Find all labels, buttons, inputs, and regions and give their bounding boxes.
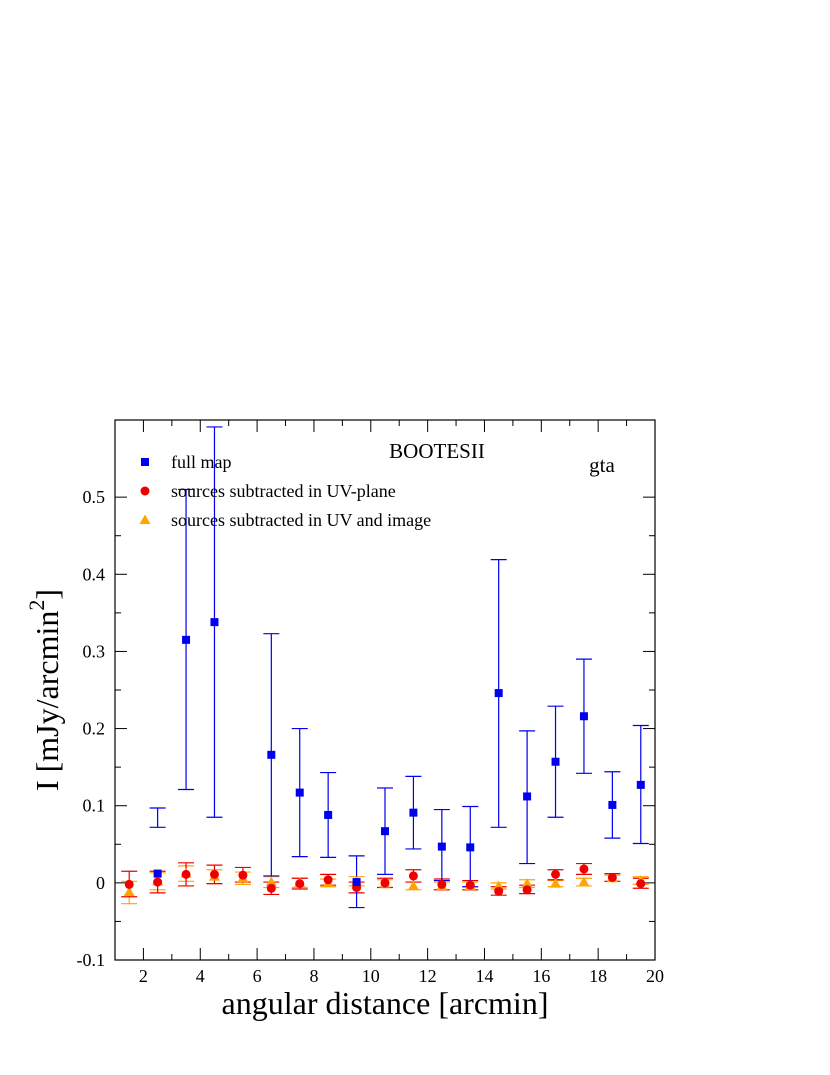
data-point xyxy=(465,880,475,890)
legend-label: full map xyxy=(171,452,232,472)
annotation-gta: gta xyxy=(589,453,615,477)
legend-marker xyxy=(140,486,150,496)
data-point xyxy=(124,879,134,889)
data-point xyxy=(409,808,418,817)
data-point xyxy=(323,875,333,885)
data-point xyxy=(210,618,219,627)
data-point xyxy=(238,870,248,880)
data-point xyxy=(295,879,305,889)
data-point xyxy=(153,869,162,878)
data-point xyxy=(408,871,418,881)
data-point xyxy=(579,712,588,721)
data-point xyxy=(494,689,503,698)
data-point xyxy=(265,876,277,887)
y-tick-label: 0 xyxy=(96,873,105,893)
data-point xyxy=(636,879,646,889)
y-tick-label: 0.4 xyxy=(83,564,106,584)
data-point xyxy=(607,872,617,882)
data-point xyxy=(209,869,219,879)
data-point xyxy=(551,757,560,766)
data-point xyxy=(608,800,617,809)
data-point xyxy=(324,810,333,819)
legend-marker xyxy=(139,514,151,524)
chart-title: BOOTESII xyxy=(389,439,485,463)
data-point xyxy=(521,878,533,888)
data-point xyxy=(550,878,562,888)
data-point xyxy=(437,879,447,889)
y-axis-title-tail: ] xyxy=(29,589,65,600)
data-point xyxy=(123,886,135,897)
data-point xyxy=(494,886,504,896)
x-tick-label: 16 xyxy=(532,966,550,986)
y-tick-label: 0.5 xyxy=(83,487,106,507)
x-tick-label: 12 xyxy=(419,966,437,986)
data-point xyxy=(295,788,304,797)
legend: full map sources subtracted in UV-plane so… xyxy=(139,452,431,530)
y-tick-label: -0.1 xyxy=(77,950,106,970)
legend-marker xyxy=(141,458,149,466)
x-tick-label: 8 xyxy=(309,966,318,986)
x-tick-label: 18 xyxy=(589,966,607,986)
data-point xyxy=(523,792,532,801)
y-tick-label: 0.3 xyxy=(83,641,106,661)
data-point xyxy=(636,780,645,789)
markers xyxy=(123,618,647,897)
data-point xyxy=(267,750,276,759)
x-tick-label: 10 xyxy=(362,966,380,986)
data-point xyxy=(493,880,505,890)
y-axis-title: I [mJy/arcmin2] xyxy=(24,589,65,791)
x-tick-label: 2 xyxy=(139,966,148,986)
data-point xyxy=(266,883,276,893)
data-point xyxy=(181,869,191,879)
y-tick-label: 0.2 xyxy=(83,719,106,739)
data-point xyxy=(466,843,475,852)
x-tick-label: 6 xyxy=(253,966,262,986)
data-point xyxy=(437,842,446,851)
ticks: 2 4 6 8 10 12 14 16 18 20 -0.1 0 0.1 0.2 0.3 0.4 0.5 xyxy=(77,420,664,986)
data-point xyxy=(551,869,561,879)
y-axis-title-main: I [mJy/arcmin xyxy=(29,611,65,791)
data-point xyxy=(153,877,163,887)
data-point xyxy=(182,635,191,644)
data-point xyxy=(522,885,532,895)
data-point xyxy=(578,876,590,887)
y-axis-title-sup: 2 xyxy=(24,600,49,611)
data-point xyxy=(407,880,419,890)
data-point xyxy=(380,878,390,888)
data-point xyxy=(579,864,589,874)
data-point xyxy=(381,827,389,836)
x-tick-label: 4 xyxy=(196,966,205,986)
legend-label: sources subtracted in UV and image xyxy=(171,510,431,530)
legend-label: sources subtracted in UV-plane xyxy=(171,481,396,501)
x-axis-title: angular distance [arcmin] xyxy=(222,985,549,1021)
y-tick-label: 0.1 xyxy=(83,796,106,816)
x-tick-label: 20 xyxy=(646,966,664,986)
data-point xyxy=(352,878,361,887)
x-tick-label: 14 xyxy=(475,966,493,986)
